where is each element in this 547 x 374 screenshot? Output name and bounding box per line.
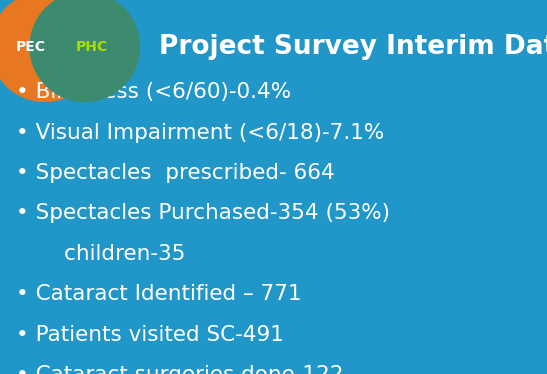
Text: • Patients visited SC-491: • Patients visited SC-491 bbox=[16, 325, 284, 344]
Text: PHC: PHC bbox=[75, 40, 107, 54]
Text: • Spectacles Purchased-354 (53%): • Spectacles Purchased-354 (53%) bbox=[16, 203, 391, 223]
Text: • Blindness (<6/60)-0.4%: • Blindness (<6/60)-0.4% bbox=[16, 82, 292, 102]
Text: • Visual Impairment (<6/18)-7.1%: • Visual Impairment (<6/18)-7.1% bbox=[16, 123, 385, 142]
Text: children-35: children-35 bbox=[16, 244, 186, 264]
Ellipse shape bbox=[30, 0, 139, 101]
Ellipse shape bbox=[0, 0, 100, 101]
Text: PEC: PEC bbox=[16, 40, 46, 54]
Text: Project Survey Interim Data: Project Survey Interim Data bbox=[159, 34, 547, 60]
Text: • Spectacles  prescribed- 664: • Spectacles prescribed- 664 bbox=[16, 163, 335, 183]
Text: • Cataract Identified – 771: • Cataract Identified – 771 bbox=[16, 284, 302, 304]
Text: • Cataract surgeries done-122: • Cataract surgeries done-122 bbox=[16, 365, 344, 374]
